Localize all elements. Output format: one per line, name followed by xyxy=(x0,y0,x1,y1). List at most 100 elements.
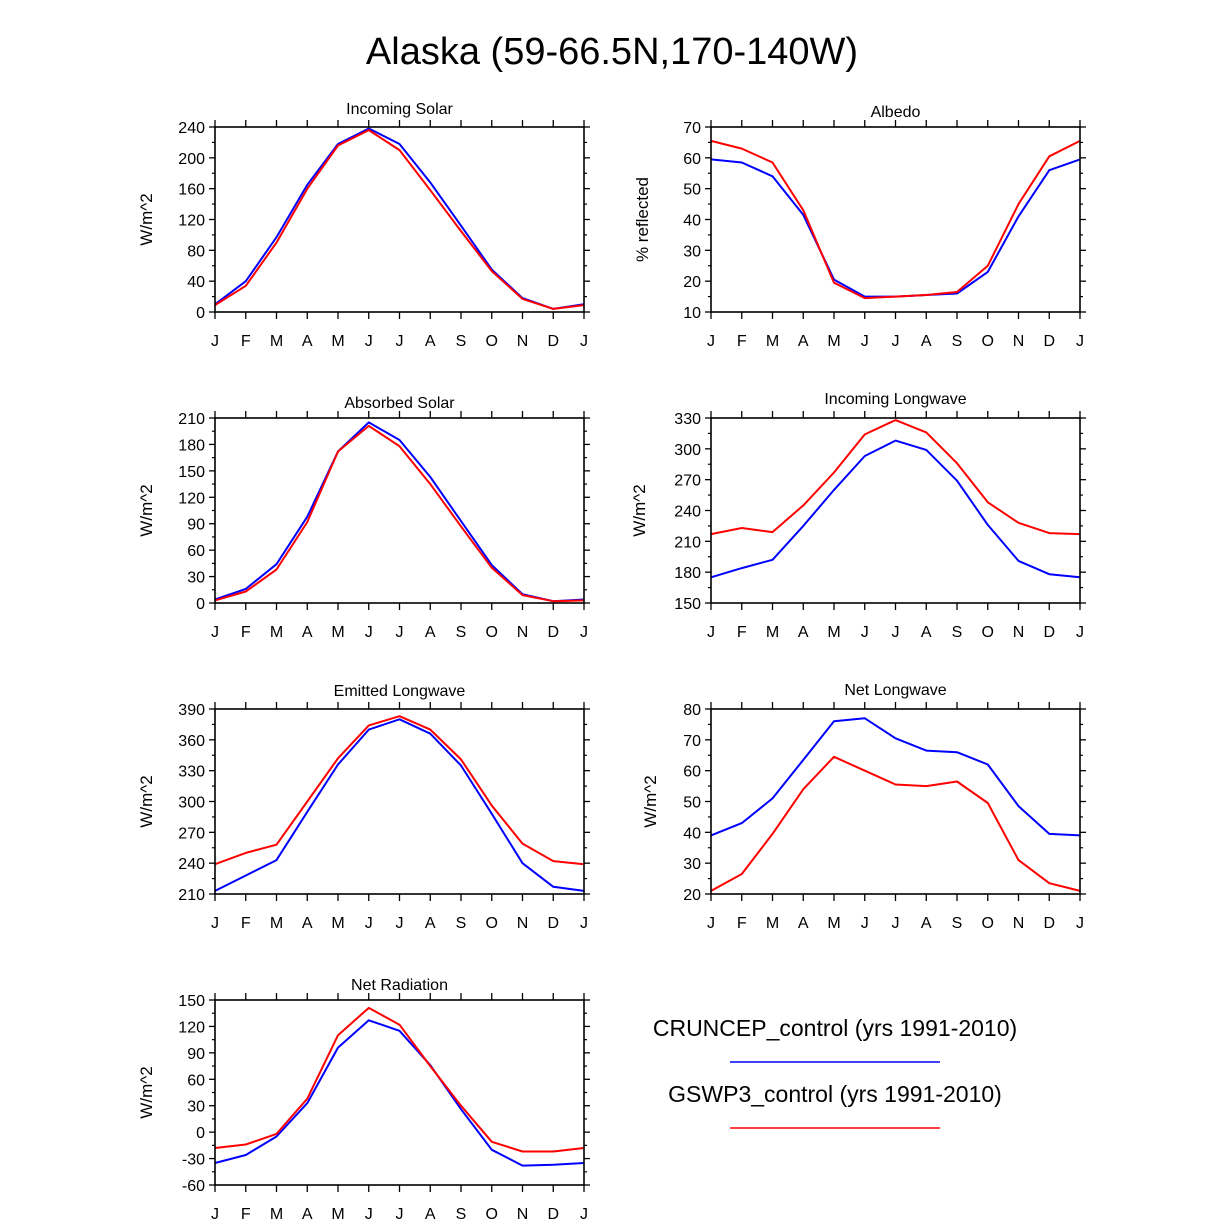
y-tick-label: 120 xyxy=(178,213,205,230)
x-tick-label: S xyxy=(456,915,467,932)
series-line-gswp3 xyxy=(710,139,1081,300)
x-tick-label: J xyxy=(211,624,219,641)
y-tick-label: 150 xyxy=(178,993,205,1010)
x-tick-label: A xyxy=(302,1206,313,1222)
panel-net-radiation: Net Radiation W/m^2 -60 -30 0 30 60 90 120 150 J F M… xyxy=(137,977,590,1222)
panel-title-net-longwave: Net Longwave xyxy=(844,682,946,699)
x-tick-label: D xyxy=(1043,915,1055,932)
y-tick-label: 60 xyxy=(683,764,701,781)
x-tick-label: A xyxy=(798,333,809,350)
x-tick-label: J xyxy=(580,1206,588,1222)
x-tick-label: S xyxy=(952,333,963,350)
x-tick-label: J xyxy=(365,1206,373,1222)
y-tick-label: 40 xyxy=(683,825,701,842)
y-tick-label: 160 xyxy=(178,182,205,199)
y-tick-label: 30 xyxy=(187,570,205,587)
x-tick-label: J xyxy=(396,1206,404,1222)
panel-title-incoming-solar: Incoming Solar xyxy=(346,101,453,118)
x-tick-label: S xyxy=(952,624,963,641)
x-tick-label: D xyxy=(547,333,559,350)
x-tick-label: A xyxy=(425,915,436,932)
x-tick-label: M xyxy=(331,915,344,932)
plot-frame xyxy=(214,999,585,1186)
y-tick-label: 240 xyxy=(178,120,205,137)
x-tick-label: F xyxy=(737,915,747,932)
x-tick-label: A xyxy=(921,333,932,350)
y-tick-label: -60 xyxy=(182,1178,205,1195)
x-tick-label: N xyxy=(517,915,529,932)
plot-frame xyxy=(710,417,1081,604)
y-tick-label: 150 xyxy=(178,464,205,481)
plot-frame xyxy=(214,417,585,604)
y-tick-label: 300 xyxy=(178,795,205,812)
plot-frame xyxy=(710,126,1081,313)
x-tick-label: J xyxy=(580,624,588,641)
x-tick-label: M xyxy=(827,624,840,641)
panel-incoming-solar: Incoming Solar W/m^2 0 40 80 120 160 200 240 J F M A… xyxy=(137,101,590,350)
x-tick-label: S xyxy=(456,1206,467,1222)
x-tick-label: O xyxy=(982,624,994,641)
x-tick-label: A xyxy=(425,1206,436,1222)
x-tick-label: O xyxy=(486,624,498,641)
x-tick-label: F xyxy=(737,333,747,350)
x-tick-label: J xyxy=(365,915,373,932)
x-tick-label: M xyxy=(270,624,283,641)
y-tick-label: -30 xyxy=(182,1152,205,1169)
x-tick-label: N xyxy=(517,333,529,350)
panel-incoming-longwave: Incoming Longwave W/m^2 150 180 210 240 270 300… xyxy=(630,391,1086,641)
y-tick-label: 90 xyxy=(187,517,205,534)
y-tick-label: 240 xyxy=(178,856,205,873)
x-tick-label: D xyxy=(547,915,559,932)
plot-frame xyxy=(710,708,1081,895)
y-axis-label-absorbed-solar: W/m^2 xyxy=(137,484,156,536)
x-tick-label: J xyxy=(861,624,869,641)
x-tick-label: J xyxy=(365,624,373,641)
x-tick-label: N xyxy=(517,1206,529,1222)
x-tick-label: M xyxy=(270,915,283,932)
x-tick-label: D xyxy=(547,1206,559,1222)
x-tick-label: D xyxy=(547,624,559,641)
x-tick-label: S xyxy=(952,915,963,932)
series-line-cruncep xyxy=(214,718,585,892)
x-tick-label: J xyxy=(1076,624,1084,641)
series-line-cruncep xyxy=(710,158,1081,298)
x-tick-label: S xyxy=(456,333,467,350)
y-axis-label-net-radiation: W/m^2 xyxy=(137,1066,156,1118)
x-tick-label: J xyxy=(892,624,900,641)
y-tick-label: 210 xyxy=(674,534,701,551)
series-line-cruncep xyxy=(214,127,585,310)
x-tick-label: M xyxy=(766,915,779,932)
x-tick-label: F xyxy=(241,333,251,350)
x-tick-label: F xyxy=(241,1206,251,1222)
x-tick-label: A xyxy=(798,624,809,641)
y-axis-label-incoming-solar: W/m^2 xyxy=(137,193,156,245)
x-tick-label: J xyxy=(396,915,404,932)
y-tick-label: 60 xyxy=(187,543,205,560)
panel-title-absorbed-solar: Absorbed Solar xyxy=(344,395,455,412)
x-tick-label: O xyxy=(486,333,498,350)
panel-net-longwave: Net Longwave W/m^2 20 30 40 50 60 70 80 J F M A M J J A S… xyxy=(641,682,1086,932)
panel-absorbed-solar: Absorbed Solar W/m^2 0 30 60 90 120 150 180 210 J F… xyxy=(137,395,590,641)
x-tick-label: D xyxy=(1043,333,1055,350)
y-tick-label: 300 xyxy=(674,442,701,459)
y-axis-label-incoming-longwave: W/m^2 xyxy=(630,484,649,536)
y-tick-label: 180 xyxy=(674,565,701,582)
x-tick-label: J xyxy=(892,333,900,350)
y-tick-label: 60 xyxy=(683,151,701,168)
panel-title-albedo: Albedo xyxy=(871,104,921,121)
x-tick-label: J xyxy=(211,915,219,932)
x-tick-label: O xyxy=(486,1206,498,1222)
x-tick-label: O xyxy=(982,915,994,932)
x-tick-label: J xyxy=(580,333,588,350)
x-tick-label: M xyxy=(270,333,283,350)
y-tick-label: 120 xyxy=(178,490,205,507)
x-tick-label: J xyxy=(707,624,715,641)
x-tick-label: M xyxy=(827,333,840,350)
series-line-gswp3 xyxy=(214,715,585,866)
x-tick-label: M xyxy=(766,333,779,350)
x-tick-label: M xyxy=(331,333,344,350)
y-tick-label: 390 xyxy=(178,702,205,719)
series-line-cruncep xyxy=(710,439,1081,579)
x-tick-label: A xyxy=(798,915,809,932)
